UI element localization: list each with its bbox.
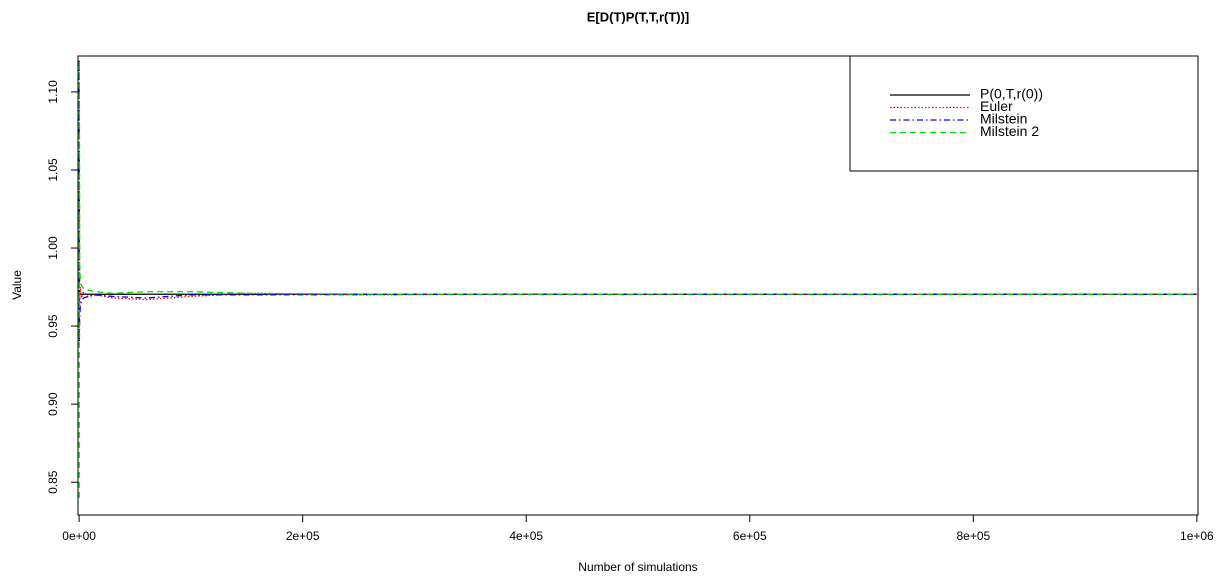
x-tick-label: 2e+05 [286,529,320,543]
x-tick-label: 6e+05 [733,529,767,543]
legend-label: Euler [980,98,1013,114]
y-tick-label: 0.95 [46,314,60,338]
legend-label: Milstein [980,111,1027,127]
y-tick-label: 0.90 [46,392,60,416]
legend-box [849,55,1199,172]
series-line [78,154,1197,311]
legend-label: P(0,T,r(0)) [980,86,1043,102]
x-tick-label: 0e+00 [62,529,96,543]
series-line [78,60,1197,498]
y-tick-label: 0.85 [46,470,60,494]
y-axis-label: Value [10,270,24,300]
x-tick-label: 8e+05 [956,529,990,543]
legend-label: Milstein 2 [980,123,1039,139]
x-tick-label: 1e+06 [1180,529,1214,543]
y-tick-label: 1.00 [46,236,60,260]
x-axis-label: Number of simulations [578,560,697,574]
series-line [78,60,1197,342]
y-tick-label: 1.10 [46,80,60,104]
plot-frame [77,55,1199,516]
y-tick-label: 1.05 [46,158,60,182]
x-tick-label: 4e+05 [509,529,543,543]
chart-title: E[D(T)P(T,T,r(T))] [587,9,690,24]
